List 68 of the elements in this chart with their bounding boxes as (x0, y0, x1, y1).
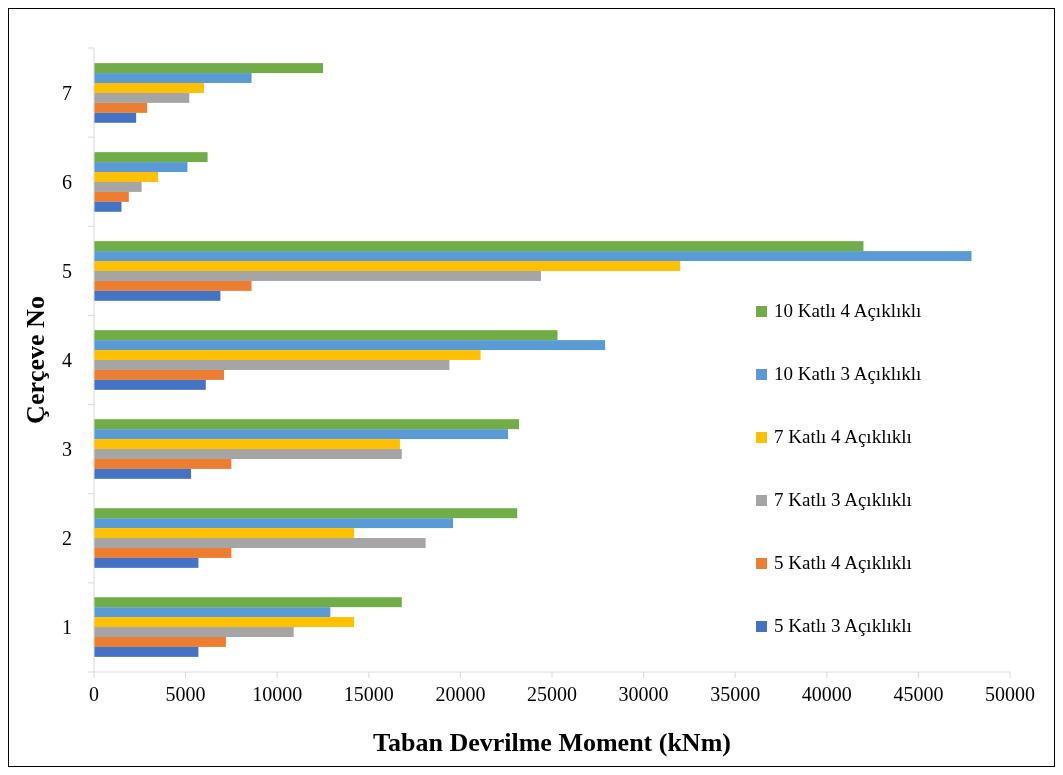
legend-label: 10 Katlı 4 Açıklıklı (774, 300, 922, 321)
x-tick-label: 40000 (801, 683, 852, 705)
bar (94, 627, 294, 637)
legend-label: 7 Katlı 3 Açıklıklı (774, 489, 912, 510)
x-tick-label: 0 (89, 683, 99, 705)
legend-label: 5 Katlı 4 Açıklıklı (774, 552, 912, 573)
x-tick-label: 45000 (893, 683, 944, 705)
legend-label: 5 Katlı 3 Açıklıklı (774, 615, 912, 636)
bar (94, 290, 221, 301)
bar (94, 369, 225, 380)
bar (94, 251, 972, 262)
y-tick-label: 1 (62, 616, 72, 639)
bar (94, 63, 323, 74)
legend-label: 10 Katlı 3 Açıklıklı (774, 363, 922, 384)
bar (94, 280, 252, 291)
bar (94, 191, 129, 202)
y-tick-label: 2 (62, 527, 72, 550)
bar (94, 261, 681, 271)
x-tick-label: 20000 (435, 683, 486, 705)
x-tick-label: 35000 (710, 683, 761, 705)
bar (94, 172, 159, 182)
bar (94, 636, 226, 647)
bar (94, 458, 232, 469)
bar (94, 360, 450, 370)
bar (94, 340, 606, 351)
bar (94, 547, 232, 558)
bar (94, 152, 208, 163)
x-tick-label: 10000 (252, 683, 303, 705)
bar (94, 439, 400, 450)
bar (94, 379, 206, 390)
bar (94, 241, 864, 252)
x-tick-label: 30000 (618, 683, 669, 705)
y-tick-label: 7 (62, 81, 72, 104)
bar (94, 92, 190, 103)
x-tick-label: 5000 (165, 683, 206, 705)
bar (94, 646, 199, 657)
bar (94, 468, 192, 479)
bar (94, 83, 204, 93)
y-tick-label: 5 (62, 259, 72, 282)
bar (94, 449, 402, 459)
bar (94, 429, 509, 440)
legend-label: 7 Katlı 4 Açıklıklı (774, 426, 912, 447)
y-tick-label: 4 (62, 349, 72, 371)
bar (94, 112, 137, 123)
y-tick-label: 6 (62, 170, 72, 193)
y-axis-title: Çerçeve No (21, 296, 50, 424)
bar (94, 102, 148, 113)
x-tick-label: 15000 (343, 683, 394, 705)
bar (94, 528, 355, 539)
bar (94, 518, 454, 529)
x-tick-label: 50000 (985, 683, 1035, 705)
bar (94, 597, 402, 608)
bar (94, 350, 481, 360)
bar (94, 557, 199, 568)
bar (94, 73, 252, 84)
bar (94, 270, 542, 281)
bar (94, 181, 142, 192)
bar (94, 162, 188, 173)
bar (94, 201, 122, 212)
bar (94, 508, 518, 519)
y-tick-label: 3 (62, 438, 72, 461)
bar (94, 419, 520, 430)
x-axis-title: Taban Devrilme Moment (kNm) (373, 728, 731, 757)
bar (94, 617, 355, 628)
bar (94, 607, 331, 618)
x-tick-label: 25000 (527, 683, 577, 705)
bar (94, 538, 426, 548)
bar (94, 330, 558, 341)
